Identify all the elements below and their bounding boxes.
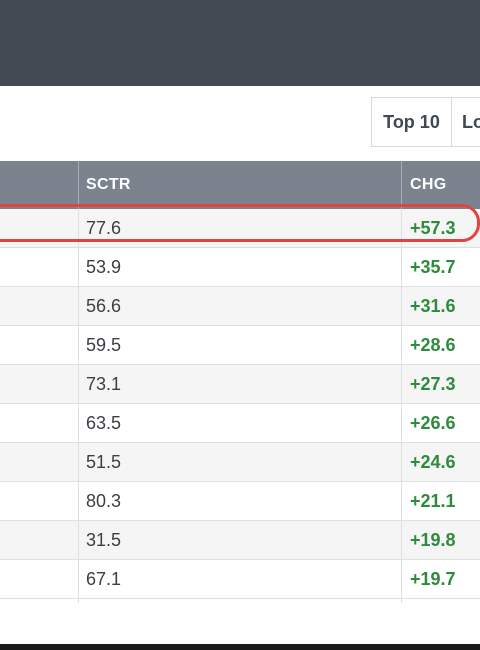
sctr-cell: 59.5 — [86, 334, 122, 355]
table-header: SCTR CHG — [0, 161, 480, 209]
table-row[interactable]: 56.6 +31.6 — [0, 287, 480, 326]
sctr-cell: 53.9 — [86, 256, 122, 277]
sctr-cell: 63.5 — [86, 412, 122, 433]
table-body: 77.6 +57.3 53.9 +35.7 56.6 +31.6 59.5 +2… — [0, 209, 480, 599]
sctr-cell: 80.3 — [86, 490, 122, 511]
table-row[interactable]: 77.6 +57.3 — [0, 209, 480, 248]
column-header-sctr[interactable]: SCTR — [86, 176, 131, 193]
sctr-cell: 56.6 — [86, 295, 122, 316]
sctr-cell: 73.1 — [86, 373, 122, 394]
sctr-cell: 77.6 — [86, 217, 122, 238]
chg-cell: +21.1 — [410, 490, 456, 511]
chg-cell: +27.3 — [410, 373, 456, 394]
table-row[interactable]: 67.1 +19.7 — [0, 560, 480, 599]
column-divider — [78, 209, 79, 603]
range-button-group: Top 10 Lo — [371, 97, 480, 147]
bottom-edge — [0, 644, 480, 650]
sctr-cell: 67.1 — [86, 568, 122, 589]
table-row[interactable]: 53.9 +35.7 — [0, 248, 480, 287]
table-row[interactable]: 80.3 +21.1 — [0, 482, 480, 521]
top-header-bar — [0, 0, 480, 86]
header-divider — [401, 161, 402, 209]
losers-button[interactable]: Lo — [452, 97, 480, 147]
chg-cell: +57.3 — [410, 217, 456, 238]
chg-cell: +19.7 — [410, 568, 456, 589]
chg-cell: +28.6 — [410, 334, 456, 355]
table-row[interactable]: 63.5 +26.6 — [0, 404, 480, 443]
header-divider — [78, 161, 79, 209]
chg-cell: +26.6 — [410, 412, 456, 433]
table-row[interactable]: 51.5 +24.6 — [0, 443, 480, 482]
top-10-button[interactable]: Top 10 — [371, 97, 452, 147]
sctr-cell: 51.5 — [86, 451, 122, 472]
chg-cell: +35.7 — [410, 256, 456, 277]
chg-cell: +19.8 — [410, 529, 456, 550]
chg-cell: +31.6 — [410, 295, 456, 316]
table-row[interactable]: 31.5 +19.8 — [0, 521, 480, 560]
column-header-chg[interactable]: CHG — [410, 176, 447, 193]
table-row[interactable]: 59.5 +28.6 — [0, 326, 480, 365]
column-divider — [401, 209, 402, 603]
table-row[interactable]: 73.1 +27.3 — [0, 365, 480, 404]
sctr-cell: 31.5 — [86, 529, 122, 550]
chg-cell: +24.6 — [410, 451, 456, 472]
